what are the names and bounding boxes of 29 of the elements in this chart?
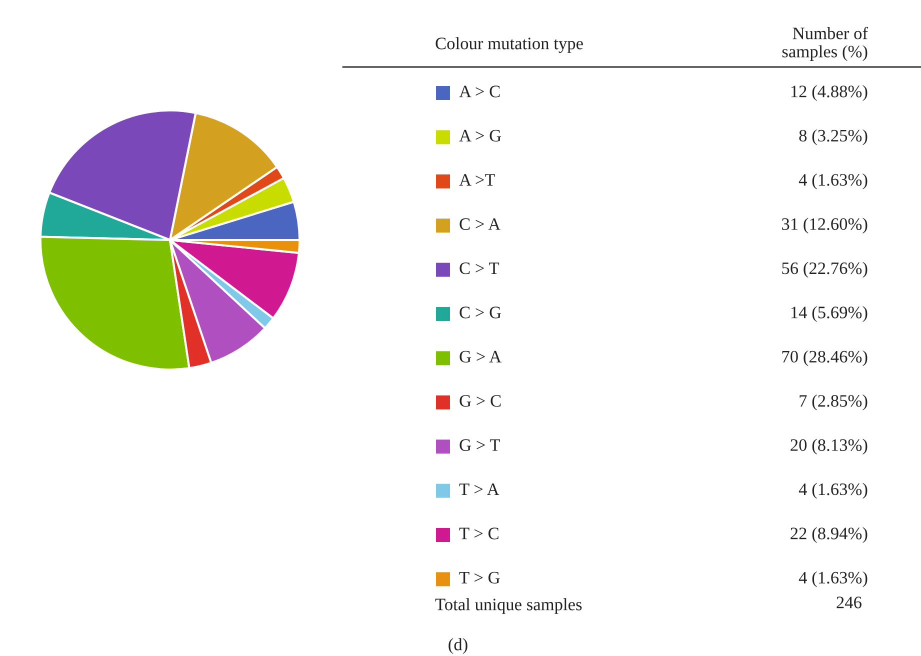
text: 246 — [836, 596, 862, 608]
data-label: 56 (22.76%) — [782, 262, 868, 278]
text: Number of samples (%) — [782, 26, 868, 61]
data-label: 22 (8.94%) — [790, 527, 868, 543]
legend-label: A > G — [459, 130, 502, 142]
data-label: 14 (5.69%) — [791, 306, 868, 322]
legend-label: T > A — [459, 484, 500, 495]
legend-title: Colour mutation type — [436, 37, 583, 53]
text: (d) — [448, 638, 468, 654]
legend-label: A >T — [459, 174, 496, 186]
data-label: 31 (12.60%) — [782, 218, 868, 234]
data-label: 8 (3.25%) — [799, 129, 868, 146]
legend-label: C > G — [460, 306, 502, 318]
data-label: 70 (28.46%) — [782, 350, 868, 366]
data-label: 20 (8.13%) — [790, 438, 868, 454]
data-label: 4 (1.63%) — [798, 174, 868, 190]
data-label: 7 (2.85%) — [800, 394, 868, 410]
data-label: 4 (1.63%) — [798, 571, 868, 588]
legend-label: A > C — [459, 86, 500, 98]
data-label: 4 (1.63%) — [798, 482, 868, 499]
legend-label: T > G — [459, 572, 500, 584]
legend-label: G > C — [460, 395, 501, 407]
legend-label: G > T — [460, 439, 500, 451]
legend-label: C > T — [460, 262, 500, 274]
data-label: 12 (4.88%) — [791, 85, 868, 101]
text: Total unique samples — [435, 598, 582, 614]
legend-label: G > A — [460, 350, 502, 363]
legend-label: C > A — [460, 218, 501, 230]
legend-label: T > C — [459, 528, 498, 540]
